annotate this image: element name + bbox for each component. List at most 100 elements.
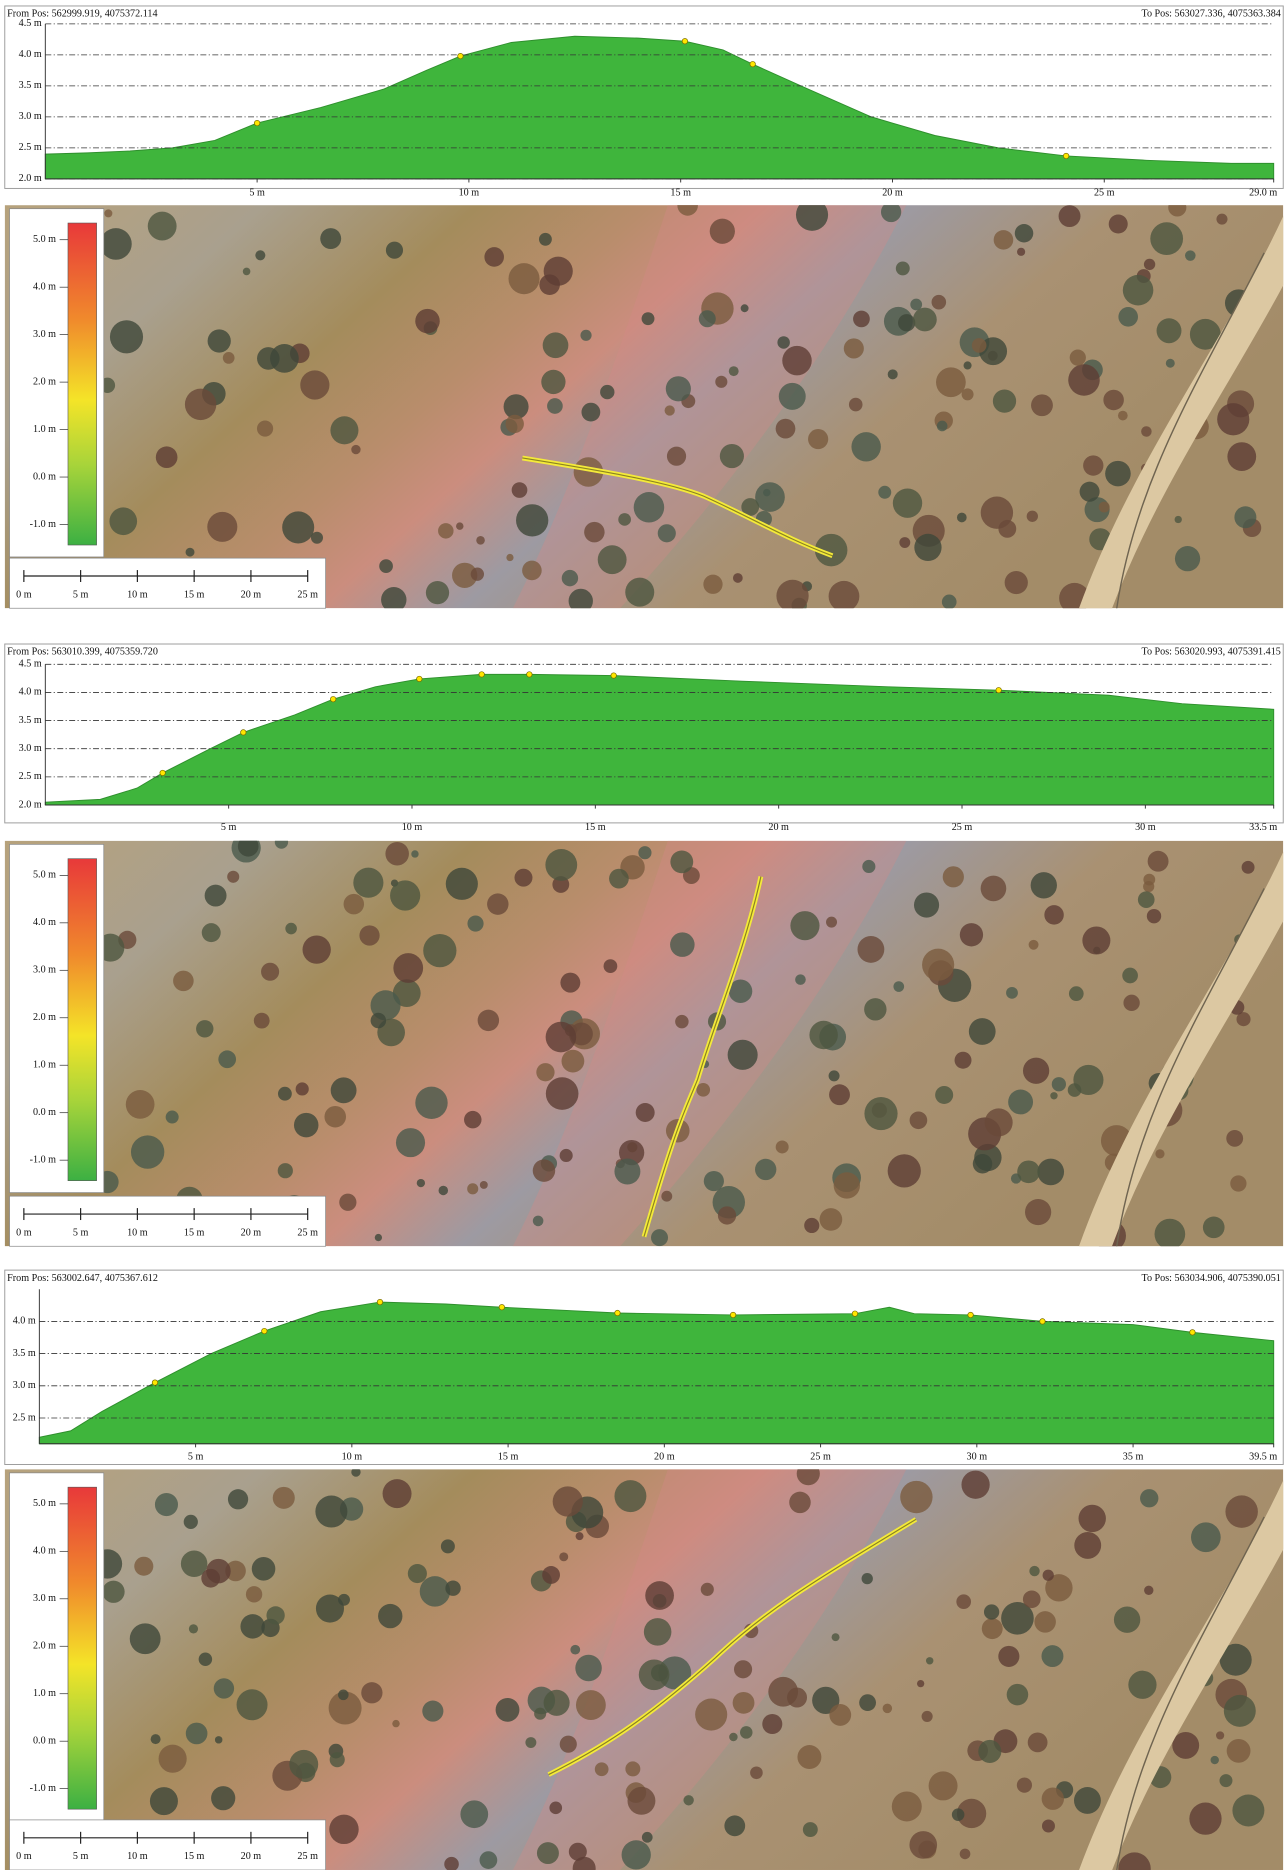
x-tick-label: 30 m (967, 1452, 988, 1463)
shrub (130, 1623, 161, 1654)
scale-label: 25 m (297, 1227, 318, 1238)
shrub (926, 1657, 933, 1664)
shrub (522, 561, 542, 581)
shrub (569, 589, 593, 613)
scale-label: 15 m (184, 1227, 205, 1238)
shrub (969, 1018, 996, 1045)
shrub (560, 973, 580, 993)
x-tick-label: 20 m (768, 822, 789, 833)
scale-label: 10 m (127, 589, 148, 600)
shrub (1028, 1732, 1048, 1752)
x-tick-label: 29.0 m (1249, 188, 1277, 199)
shrub (560, 1149, 573, 1162)
shrub (339, 1194, 356, 1211)
shrub (223, 352, 235, 364)
shrub (733, 1692, 755, 1714)
from-position: From Pos: 563002.647, 4075367.612 (7, 1273, 158, 1284)
shrub (275, 835, 288, 848)
shrub (729, 1733, 737, 1741)
shrub (878, 486, 891, 499)
shrub (853, 311, 870, 328)
shrub (553, 1486, 583, 1516)
shrub (642, 1832, 653, 1843)
vertex-marker (615, 1310, 620, 1315)
shrub (984, 1604, 999, 1619)
shrub (1052, 1077, 1066, 1091)
shrub (252, 1557, 276, 1581)
shrub (415, 1087, 447, 1119)
shrub (282, 511, 314, 543)
shrub (1074, 1787, 1101, 1814)
shrub (651, 1229, 668, 1246)
vertex-marker (852, 1311, 857, 1316)
vertex-marker (160, 770, 165, 775)
shrub (1079, 1505, 1106, 1532)
shrub (1074, 1532, 1101, 1559)
aerial-map: 5.0 m4.0 m3.0 m2.0 m1.0 m0.0 m-1.0 m0 m5… (5, 1462, 1288, 1870)
x-tick-label: 25 m (1094, 188, 1115, 199)
scale-label: 25 m (297, 589, 318, 600)
shrub (1041, 1645, 1063, 1667)
aerial-map: 5.0 m4.0 m3.0 m2.0 m1.0 m0.0 m-1.0 m0 m5… (5, 195, 1288, 620)
shrub (859, 1694, 876, 1711)
shrub (955, 1052, 972, 1069)
y-tick-label: 2.0 m (19, 799, 42, 810)
shrub (829, 1084, 850, 1105)
shrub (809, 1021, 837, 1049)
shrub (1017, 1160, 1040, 1183)
shrub (576, 1690, 606, 1720)
shrub (1025, 1199, 1051, 1225)
vertex-marker (750, 61, 755, 66)
shrub (240, 1614, 264, 1638)
shrub (779, 383, 806, 410)
shrub (196, 1020, 213, 1037)
shrub (741, 304, 749, 312)
page: {"chart_data": [ {"type": "area", "from_… (0, 0, 1288, 1870)
scale-label: 5 m (73, 1227, 89, 1238)
shrub (1114, 1607, 1140, 1633)
shrub (456, 522, 463, 529)
shrub (795, 974, 806, 985)
shrub (696, 1083, 710, 1097)
x-tick-label: 10 m (342, 1452, 363, 1463)
shrub (476, 536, 485, 545)
y-tick-label: 4.0 m (19, 49, 42, 60)
shrub (755, 1159, 776, 1180)
shrub (1155, 1149, 1164, 1158)
shrub (776, 419, 796, 439)
shrub (546, 1077, 579, 1110)
shrub (740, 1726, 753, 1739)
shrub (359, 925, 379, 945)
shrub (184, 1515, 198, 1529)
x-tick-label: 35 m (1123, 1452, 1144, 1463)
shrub (1099, 502, 1110, 513)
shrub (964, 361, 972, 369)
shrub (956, 1594, 971, 1609)
shrub (1118, 307, 1138, 327)
shrub (150, 1787, 178, 1815)
shrub (625, 1761, 640, 1776)
legend-label: 2.0 m (33, 1641, 56, 1652)
shrub (844, 338, 864, 358)
legend-label: 5.0 m (33, 1498, 56, 1509)
shrub (985, 1108, 1013, 1136)
scale-label: 15 m (184, 589, 205, 600)
shrub (909, 1831, 937, 1859)
shrub (584, 522, 604, 542)
shrub (441, 1539, 455, 1553)
shrub (375, 1234, 382, 1241)
shrub (417, 1179, 425, 1187)
shrub (1144, 259, 1155, 270)
legend-label: 3.0 m (33, 1593, 56, 1604)
shrub (936, 367, 966, 397)
shrub (1017, 248, 1025, 256)
shrub (961, 1471, 989, 1499)
legend-label: 1.0 m (33, 424, 56, 435)
vertex-marker (417, 676, 422, 681)
shrub (1027, 511, 1038, 522)
x-tick-label: 10 m (459, 188, 480, 199)
shrub (562, 1050, 585, 1073)
shrub (900, 1481, 932, 1513)
shrub (943, 866, 964, 887)
scale-box (10, 1820, 326, 1870)
